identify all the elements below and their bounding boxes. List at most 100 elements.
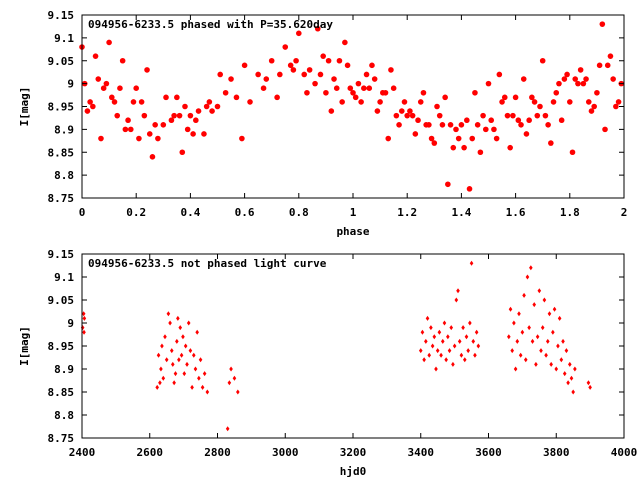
data-point [369, 62, 375, 69]
data-point [168, 117, 175, 124]
data-point [434, 366, 438, 372]
raw-x-axis-ticks: 2400 2600 2800 3000 3200 3400 3600 3800 4000 [69, 254, 637, 459]
phased-points [79, 21, 625, 192]
data-point [247, 99, 253, 105]
data-point [539, 57, 546, 64]
data-point [452, 343, 457, 349]
phased-y-axis-ticks: 8.75 8.8 8.85 8.9 8.95 9 9.05 9.1 9.15 [48, 9, 624, 205]
data-point [518, 352, 523, 358]
data-point [485, 80, 492, 87]
data-point [398, 108, 405, 114]
data-point [480, 112, 486, 119]
data-point [461, 325, 465, 331]
data-point [146, 131, 153, 137]
data-point [431, 140, 438, 146]
data-point [493, 135, 500, 142]
data-point [442, 320, 447, 326]
data-point [127, 126, 134, 133]
data-point [179, 149, 186, 156]
x-tick-label: 0.6 [235, 206, 255, 219]
data-point [195, 108, 202, 114]
data-point [182, 371, 187, 377]
data-point [568, 361, 572, 367]
data-point [81, 311, 86, 317]
data-point [562, 371, 567, 377]
data-point [532, 302, 537, 308]
data-point [317, 71, 324, 78]
data-point [437, 329, 442, 335]
y-tick-label: 9 [67, 317, 74, 330]
data-point [236, 389, 240, 395]
data-point [277, 71, 283, 78]
x-tick-label: 3000 [272, 446, 299, 459]
y-tick-label: 9.15 [48, 9, 75, 22]
data-point [447, 348, 452, 354]
data-point [158, 380, 162, 386]
data-point [155, 384, 160, 390]
data-point [456, 288, 460, 294]
data-point [510, 112, 516, 119]
data-point [412, 131, 419, 137]
data-point [385, 135, 392, 142]
data-point [588, 108, 595, 114]
data-point [585, 99, 592, 105]
data-point [161, 375, 166, 381]
data-point [198, 357, 203, 363]
y-tick-label: 8.95 [48, 340, 75, 353]
y-tick-label: 9.1 [54, 271, 74, 284]
x-tick-label: 0 [79, 206, 86, 219]
x-tick-label: 0.4 [180, 206, 200, 219]
raw-plot-title: 094956-6233.5 not phased light curve [88, 257, 327, 270]
data-point [263, 76, 270, 82]
data-point [504, 112, 511, 119]
data-point [418, 348, 423, 354]
data-point [339, 99, 345, 105]
data-point [138, 99, 145, 105]
data-point [260, 85, 267, 91]
data-point [512, 94, 519, 101]
data-point [523, 131, 530, 137]
data-point [171, 112, 177, 119]
data-point [320, 53, 326, 59]
data-point [82, 329, 86, 335]
data-point [415, 117, 421, 124]
data-point [462, 357, 467, 363]
data-point [187, 112, 194, 119]
data-point [417, 99, 424, 105]
data-point [548, 140, 554, 146]
data-point [469, 135, 476, 142]
data-point [371, 76, 378, 82]
data-point [577, 67, 584, 73]
data-point [229, 366, 233, 372]
data-point [547, 311, 552, 317]
data-point [583, 76, 589, 82]
data-point [293, 57, 299, 64]
data-point [517, 311, 521, 317]
data-point [323, 89, 329, 96]
data-point [439, 122, 446, 128]
data-point [566, 380, 570, 386]
data-point [513, 366, 518, 372]
data-point [156, 352, 161, 358]
raw-plot-frame [81, 253, 625, 439]
y-tick-label: 8.95 [48, 101, 75, 114]
x-tick-label: 2600 [137, 446, 164, 459]
data-point [175, 338, 179, 344]
data-point [191, 352, 196, 358]
data-point [474, 329, 479, 335]
data-point [539, 348, 543, 354]
phased-x-axis-label: phase [336, 225, 369, 238]
data-point [446, 334, 450, 340]
data-point [424, 338, 428, 344]
phased-plot-frame [81, 14, 625, 199]
data-point [268, 57, 275, 64]
data-point [520, 329, 525, 335]
data-point [544, 352, 548, 358]
y-tick-label: 8.75 [48, 192, 75, 205]
data-point [217, 71, 224, 78]
data-point [133, 85, 139, 91]
data-point [232, 375, 237, 381]
data-point [282, 44, 289, 50]
data-point [114, 112, 121, 119]
